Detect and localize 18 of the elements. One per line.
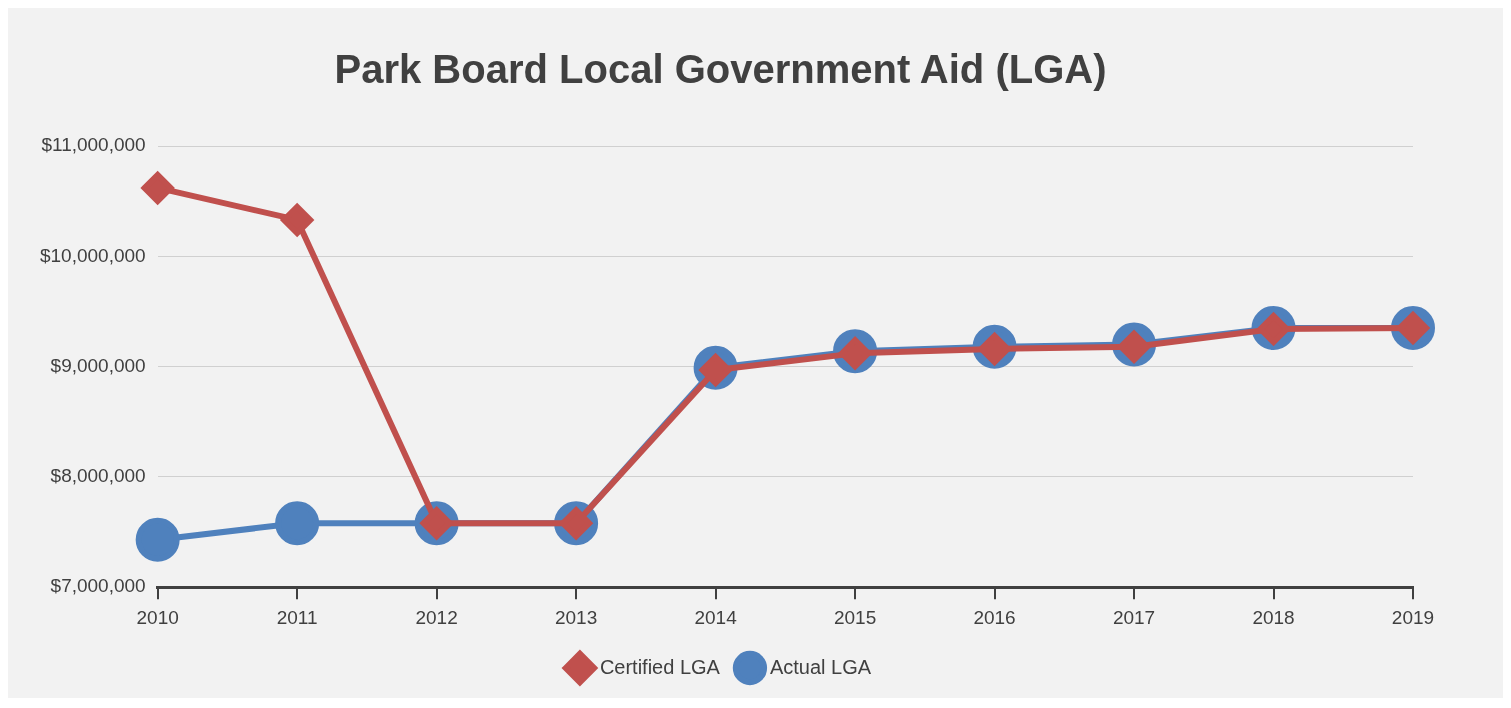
x-tick-label: 2013 xyxy=(554,606,598,628)
x-tick-label: 2011 xyxy=(276,606,318,628)
x-tick-label: 2015 xyxy=(833,606,877,628)
legend-label: Actual LGA xyxy=(769,655,872,678)
x-tick-label: 2017 xyxy=(1112,606,1156,628)
legend-label: Certified LGA xyxy=(599,655,721,678)
x-tick-label: 2010 xyxy=(136,606,179,628)
chart-title: Park Board Local Government Aid (LGA) xyxy=(334,47,1107,92)
y-tick-label: $7,000,000 xyxy=(50,575,146,597)
x-tick-label: 2018 xyxy=(1252,606,1295,628)
x-tick-label: 2016 xyxy=(973,606,1016,628)
x-tick-label: 2012 xyxy=(415,606,458,628)
y-tick-label: $10,000,000 xyxy=(39,244,146,266)
y-tick-label: $8,000,000 xyxy=(50,465,146,487)
y-tick-label: $11,000,000 xyxy=(41,134,146,156)
y-tick-label: $9,000,000 xyxy=(50,354,146,376)
x-tick-label: 2014 xyxy=(694,606,738,628)
x-tick-label: 2019 xyxy=(1391,606,1435,628)
